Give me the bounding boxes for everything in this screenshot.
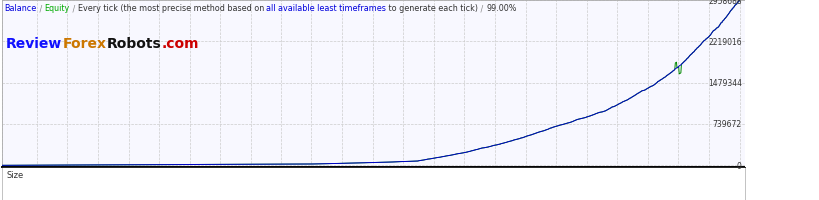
Text: 99.00%: 99.00% (486, 4, 516, 13)
Text: Balance: Balance (5, 4, 37, 13)
Text: Robots: Robots (106, 37, 161, 51)
Text: all available least timeframes: all available least timeframes (266, 4, 386, 13)
Text: /: / (70, 4, 78, 13)
Text: Review: Review (7, 37, 62, 51)
Text: Every tick (the most precise method based on: Every tick (the most precise method base… (78, 4, 266, 13)
Text: to generate each tick): to generate each tick) (386, 4, 477, 13)
Text: /: / (37, 4, 44, 13)
Text: Size: Size (7, 171, 24, 180)
Text: /: / (477, 4, 486, 13)
Text: Forex: Forex (62, 37, 106, 51)
Text: Equity: Equity (44, 4, 70, 13)
Text: .com: .com (161, 37, 198, 51)
